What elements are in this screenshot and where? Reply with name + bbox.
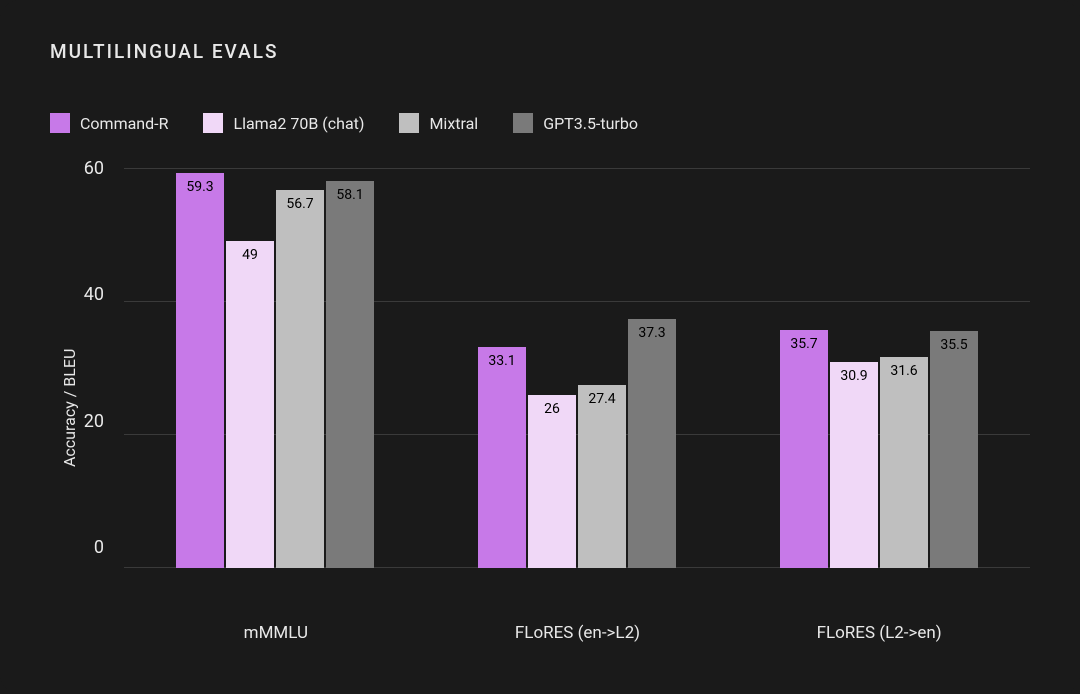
bar-value-label: 59.3	[186, 179, 213, 195]
legend-label: Command-R	[80, 114, 168, 133]
chart-title: MULTILINGUAL EVALS	[50, 40, 1030, 63]
legend-item: GPT3.5-turbo	[513, 113, 638, 133]
bar: 26	[528, 395, 576, 568]
bar-value-label: 33.1	[488, 353, 515, 369]
bar-value-label: 35.5	[940, 337, 967, 353]
bar: 35.7	[780, 330, 828, 568]
legend-label: Mixtral	[429, 114, 478, 133]
legend: Command-R Llama2 70B (chat) Mixtral GPT3.5-…	[50, 113, 1030, 133]
bar-value-label: 26	[544, 401, 560, 417]
bar: 27.4	[578, 385, 626, 568]
legend-label: Llama2 70B (chat)	[233, 114, 364, 133]
chart-container: MULTILINGUAL EVALS Command-R Llama2 70B (…	[0, 0, 1080, 694]
x-axis-labels: mMMLU FLoRES (en->L2) FLoRES (L2->en)	[125, 623, 1030, 643]
y-tick: 0	[79, 537, 104, 558]
bar-value-label: 27.4	[588, 391, 615, 407]
legend-swatch	[399, 113, 419, 133]
y-tick: 20	[79, 411, 104, 432]
chart-area: Accuracy / BLEU 6040200 59.34956.758.133…	[50, 168, 1030, 608]
legend-label: GPT3.5-turbo	[543, 114, 638, 133]
bar-group: 33.1 26 27.4 37.3	[441, 319, 713, 568]
bar-value-label: 49	[242, 247, 258, 263]
bar: 35.5	[930, 331, 978, 568]
y-axis-label: Accuracy / BLEU	[50, 168, 79, 608]
bar: 56.7	[276, 190, 324, 568]
bar-value-label: 35.7	[790, 336, 817, 352]
bar: 58.1	[326, 181, 374, 568]
x-axis-label: FLoRES (en->L2)	[442, 623, 714, 643]
legend-swatch	[513, 113, 533, 133]
bar-groups: 59.3 49 56.7 58.1 33.1 26 27.4 37.3 35.7 30.9 31.6…	[124, 168, 1030, 568]
bar: 33.1	[478, 347, 526, 568]
plot-area: 59.3 49 56.7 58.1 33.1 26 27.4 37.3 35.7 30.9 31.6…	[124, 168, 1030, 568]
x-axis-label: FLoRES (L2->en)	[743, 623, 1015, 643]
bar-value-label: 30.9	[840, 368, 867, 384]
y-tick: 60	[79, 158, 104, 179]
x-axis-label: mMMLU	[140, 623, 412, 643]
bar-value-label: 31.6	[890, 363, 917, 379]
y-tick: 40	[79, 284, 104, 305]
bar-group: 59.3 49 56.7 58.1	[139, 173, 411, 568]
bar: 49	[226, 241, 274, 568]
bar-value-label: 56.7	[286, 196, 313, 212]
y-axis-ticks: 6040200	[79, 168, 124, 568]
legend-swatch	[203, 113, 223, 133]
bar-group: 35.7 30.9 31.6 35.5	[743, 330, 1015, 568]
legend-item: Command-R	[50, 113, 168, 133]
bar: 59.3	[176, 173, 224, 568]
bar-value-label: 58.1	[336, 187, 363, 203]
bar: 31.6	[880, 357, 928, 568]
bar-value-label: 37.3	[638, 325, 665, 341]
legend-item: Llama2 70B (chat)	[203, 113, 364, 133]
legend-swatch	[50, 113, 70, 133]
bar: 30.9	[830, 362, 878, 568]
bar: 37.3	[628, 319, 676, 568]
legend-item: Mixtral	[399, 113, 478, 133]
